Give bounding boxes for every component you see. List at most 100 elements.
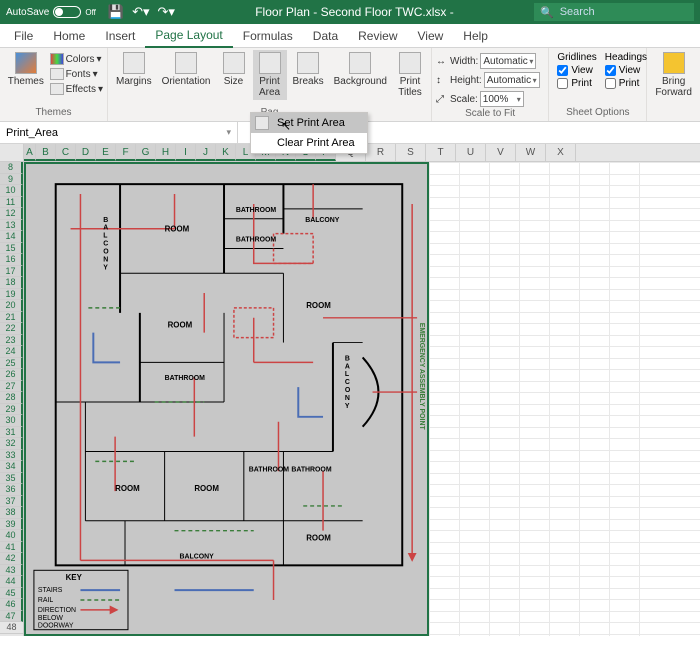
tab-formulas[interactable]: Formulas xyxy=(233,25,303,47)
col-header-D[interactable]: D xyxy=(76,144,96,161)
row-header-39[interactable]: 39 xyxy=(0,519,23,531)
select-all-corner[interactable] xyxy=(0,144,24,161)
headings-view-check[interactable]: View xyxy=(605,65,647,76)
toggle-switch[interactable] xyxy=(53,6,81,18)
tab-page-layout[interactable]: Page Layout xyxy=(145,24,232,48)
col-header-E[interactable]: E xyxy=(96,144,116,161)
row-header-13[interactable]: 13 xyxy=(0,220,23,232)
row-header-11[interactable]: 11 xyxy=(0,197,23,209)
row-header-35[interactable]: 35 xyxy=(0,473,23,485)
print-area-button[interactable]: Print Area xyxy=(253,50,287,100)
row-header-22[interactable]: 22 xyxy=(0,323,23,335)
undo-icon[interactable]: ↶▾ xyxy=(132,4,149,20)
row-header-43[interactable]: 43 xyxy=(0,565,23,577)
col-header-B[interactable]: B xyxy=(36,144,56,161)
col-header-G[interactable]: G xyxy=(136,144,156,161)
col-header-V[interactable]: V xyxy=(486,144,516,161)
bring-forward-button[interactable]: Bring Forward xyxy=(651,50,696,100)
col-header-X[interactable]: X xyxy=(546,144,576,161)
row-header-24[interactable]: 24 xyxy=(0,346,23,358)
col-header-R[interactable]: R xyxy=(366,144,396,161)
row-header-32[interactable]: 32 xyxy=(0,438,23,450)
width-select[interactable]: Automatic xyxy=(480,53,536,69)
breaks-button[interactable]: Breaks xyxy=(289,50,328,89)
row-header-33[interactable]: 33 xyxy=(0,450,23,462)
group-themes: Themes Colors ▾ Fonts ▾ Effects ▾ Themes xyxy=(0,48,108,121)
row-header-41[interactable]: 41 xyxy=(0,542,23,554)
row-header-46[interactable]: 46 xyxy=(0,599,23,611)
row-header-23[interactable]: 23 xyxy=(0,335,23,347)
colors-button[interactable]: Colors ▾ xyxy=(50,52,103,66)
row-header-37[interactable]: 37 xyxy=(0,496,23,508)
tab-help[interactable]: Help xyxy=(453,25,498,47)
row-header-34[interactable]: 34 xyxy=(0,461,23,473)
col-header-J[interactable]: J xyxy=(196,144,216,161)
col-header-H[interactable]: H xyxy=(156,144,176,161)
print-titles-button[interactable]: Print Titles xyxy=(393,50,427,100)
col-header-K[interactable]: K xyxy=(216,144,236,161)
save-icon[interactable]: 💾 xyxy=(108,4,124,20)
row-header-16[interactable]: 16 xyxy=(0,254,23,266)
tab-file[interactable]: File xyxy=(4,25,43,47)
cells-area[interactable]: ROOM ROOM ROOM ROOM ROOM ROOM BATHROOM B… xyxy=(24,162,700,636)
row-header-18[interactable]: 18 xyxy=(0,277,23,289)
row-header-20[interactable]: 20 xyxy=(0,300,23,312)
row-header-28[interactable]: 28 xyxy=(0,392,23,404)
bring-forward-icon xyxy=(663,52,685,74)
size-button[interactable]: Size xyxy=(217,50,251,89)
row-header-15[interactable]: 15 xyxy=(0,243,23,255)
col-header-F[interactable]: F xyxy=(116,144,136,161)
col-header-U[interactable]: U xyxy=(456,144,486,161)
row-header-27[interactable]: 27 xyxy=(0,381,23,393)
row-header-29[interactable]: 29 xyxy=(0,404,23,416)
tab-data[interactable]: Data xyxy=(303,25,348,47)
margins-button[interactable]: Margins xyxy=(112,50,156,89)
row-header-47[interactable]: 47 xyxy=(0,611,23,623)
row-header-36[interactable]: 36 xyxy=(0,484,23,496)
tab-view[interactable]: View xyxy=(408,25,454,47)
col-header-I[interactable]: I xyxy=(176,144,196,161)
col-header-C[interactable]: C xyxy=(56,144,76,161)
col-header-W[interactable]: W xyxy=(516,144,546,161)
row-header-9[interactable]: 9 xyxy=(0,174,23,186)
effects-button[interactable]: Effects ▾ xyxy=(50,82,103,96)
col-header-S[interactable]: S xyxy=(396,144,426,161)
row-header-38[interactable]: 38 xyxy=(0,507,23,519)
row-header-19[interactable]: 19 xyxy=(0,289,23,301)
scale-select[interactable]: 100% xyxy=(480,91,524,107)
row-header-12[interactable]: 12 xyxy=(0,208,23,220)
set-print-area-item[interactable]: Set Print Area ↖ xyxy=(251,113,367,133)
row-header-31[interactable]: 31 xyxy=(0,427,23,439)
row-header-48[interactable]: 48 xyxy=(0,622,23,634)
name-box[interactable]: Print_Area xyxy=(0,122,238,143)
tab-home[interactable]: Home xyxy=(43,25,95,47)
tab-insert[interactable]: Insert xyxy=(95,25,145,47)
row-header-10[interactable]: 10 xyxy=(0,185,23,197)
clear-print-area-item[interactable]: Clear Print Area xyxy=(251,133,367,153)
row-header-45[interactable]: 45 xyxy=(0,588,23,600)
row-header-26[interactable]: 26 xyxy=(0,369,23,381)
col-header-T[interactable]: T xyxy=(426,144,456,161)
row-header-17[interactable]: 17 xyxy=(0,266,23,278)
autosave-toggle[interactable]: AutoSave Off xyxy=(6,6,96,18)
search-box[interactable]: 🔍 Search xyxy=(534,3,694,21)
redo-icon[interactable]: ↷▾ xyxy=(158,4,175,20)
row-header-14[interactable]: 14 xyxy=(0,231,23,243)
row-header-40[interactable]: 40 xyxy=(0,530,23,542)
themes-button[interactable]: Themes xyxy=(4,50,48,89)
fonts-button[interactable]: Fonts ▾ xyxy=(50,67,103,81)
headings-print-check[interactable]: Print xyxy=(605,78,647,89)
row-header-44[interactable]: 44 xyxy=(0,576,23,588)
col-header-A[interactable]: A xyxy=(24,144,36,161)
orientation-button[interactable]: Orientation xyxy=(158,50,215,89)
row-header-21[interactable]: 21 xyxy=(0,312,23,324)
row-header-30[interactable]: 30 xyxy=(0,415,23,427)
background-button[interactable]: Background xyxy=(330,50,391,89)
row-header-25[interactable]: 25 xyxy=(0,358,23,370)
gridlines-view-check[interactable]: View xyxy=(557,65,596,76)
height-select[interactable]: Automatic xyxy=(484,72,540,88)
gridlines-print-check[interactable]: Print xyxy=(557,78,596,89)
row-header-42[interactable]: 42 xyxy=(0,553,23,565)
row-header-8[interactable]: 8 xyxy=(0,162,23,174)
tab-review[interactable]: Review xyxy=(348,25,407,47)
